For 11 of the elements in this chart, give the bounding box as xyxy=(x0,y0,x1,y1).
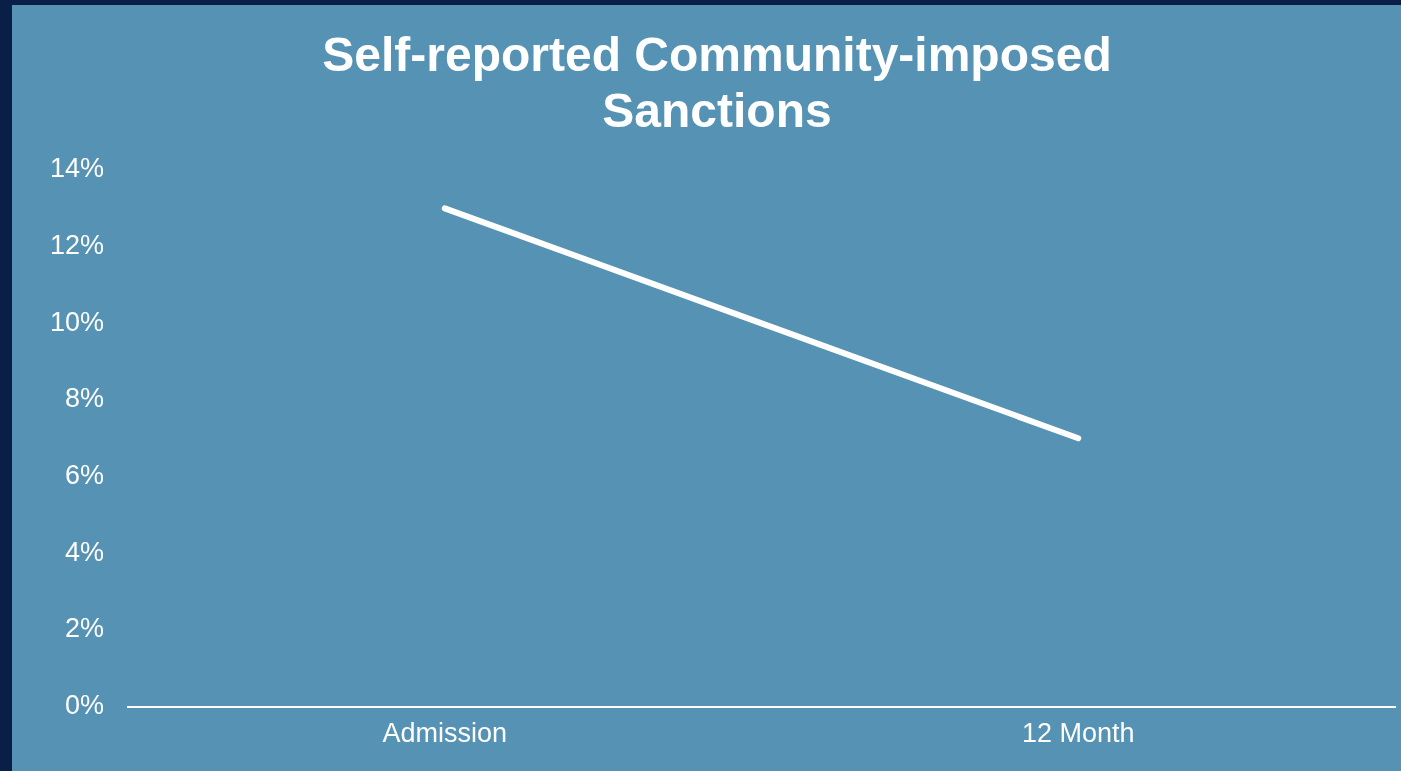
y-tick-label: 2% xyxy=(65,613,105,644)
y-tick-label: 14% xyxy=(49,153,105,184)
y-tick-label: 10% xyxy=(49,306,105,337)
y-tick-label: 12% xyxy=(49,230,105,261)
chart-title: Self-reported Community-imposed Sanctions xyxy=(321,27,1113,139)
x-tick-label: Admission xyxy=(382,718,508,749)
y-tick-label: 0% xyxy=(65,690,105,721)
x-tick-label: 12 Month xyxy=(1021,718,1135,749)
y-tick-label: 8% xyxy=(65,383,105,414)
y-tick-label: 6% xyxy=(65,460,105,491)
y-tick-label: 4% xyxy=(65,536,105,567)
